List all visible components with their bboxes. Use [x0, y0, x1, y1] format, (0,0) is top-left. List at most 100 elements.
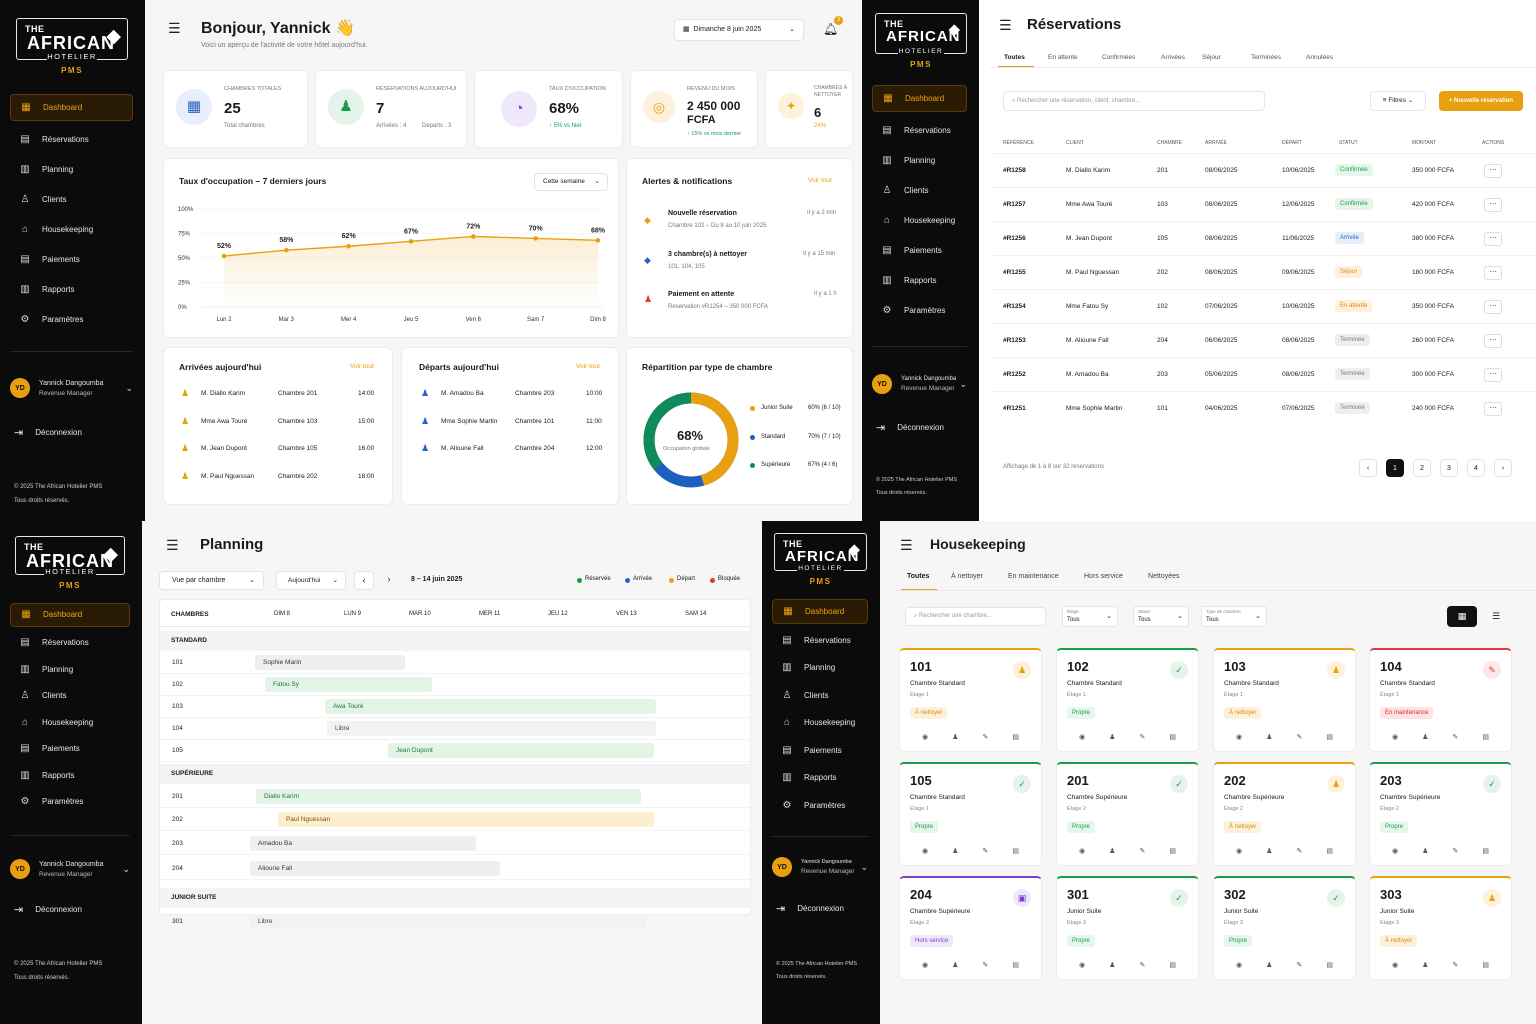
sidebar-item-parametres[interactable]: ⚙ Paramètres	[10, 304, 133, 334]
table-row[interactable]: #R1251 Mme Sophie Martin 101 04/06/2025 07/0…	[990, 391, 1536, 425]
arrivals-row[interactable]: ♟ M. Jean Dupont Chambre 105 16:00	[164, 443, 392, 463]
more-actions-button[interactable]: ···	[1484, 300, 1502, 314]
reservation-bar[interactable]: Sophie Marin	[255, 655, 405, 670]
sidebar-item-reservations[interactable]: ▤ Réservations	[872, 115, 967, 145]
sidebar-item-clients[interactable]: ♙ Clients	[772, 682, 868, 710]
more-actions-button[interactable]: ···	[1484, 232, 1502, 246]
reservation-bar[interactable]: Diallo Karim	[256, 789, 641, 804]
tab-0[interactable]: Toutes	[1004, 54, 1025, 61]
assign-icon[interactable]: ♟	[952, 848, 959, 855]
tab-4[interactable]: Nettoyées	[1148, 573, 1180, 580]
history-icon[interactable]: ▤	[1482, 962, 1489, 969]
history-icon[interactable]: ▤	[1169, 962, 1176, 969]
sidebar-item-housekeeping[interactable]: ⌂ Housekeeping	[10, 709, 130, 736]
sidebar-item-rapports[interactable]: ▥ Rapports	[872, 265, 967, 295]
today-select[interactable]: Aujourd'hui ⌄	[276, 571, 346, 590]
tab-6[interactable]: Annulées	[1306, 54, 1334, 61]
edit-icon[interactable]: ✎	[1452, 848, 1459, 855]
assign-icon[interactable]: ♟	[1266, 734, 1273, 741]
assign-icon[interactable]: ♟	[1422, 962, 1429, 969]
reservation-search-input[interactable]: ⌕ Rechercher une réservation, client, ch…	[1003, 91, 1265, 111]
arrivals-row[interactable]: ♟ M. Paul Nguessan Chambre 202 18:00	[164, 471, 392, 491]
reservation-bar[interactable]: Awa Touré	[325, 699, 656, 714]
user-menu[interactable]: YD Yannick Dangoumba Revenue Manager ⌄	[872, 374, 967, 394]
sidebar-item-paiements[interactable]: ▤ Paiements	[10, 736, 130, 763]
arrivals-view-all-link[interactable]: Voir tout	[350, 363, 374, 370]
history-icon[interactable]: ▤	[1169, 848, 1176, 855]
more-actions-button[interactable]: ···	[1484, 198, 1502, 212]
user-menu[interactable]: YD Yannick Dangoumba Revenue Manager ⌄	[10, 378, 133, 398]
view-icon[interactable]: ◉	[1236, 962, 1243, 969]
view-icon[interactable]: ◉	[1079, 962, 1086, 969]
more-actions-button[interactable]: ···	[1484, 402, 1502, 416]
grid-view-button[interactable]: ▦	[1447, 606, 1477, 627]
sidebar-item-parametres[interactable]: ⚙ Paramètres	[10, 789, 130, 816]
sidebar-item-housekeeping[interactable]: ⌂ Housekeeping	[872, 205, 967, 235]
assign-icon[interactable]: ♟	[1266, 962, 1273, 969]
view-icon[interactable]: ◉	[1079, 848, 1086, 855]
sidebar-item-rapports[interactable]: ▥ Rapports	[10, 762, 130, 789]
page-1-button[interactable]: 1	[1386, 459, 1404, 477]
assign-icon[interactable]: ♟	[1422, 734, 1429, 741]
sidebar-item-parametres[interactable]: ⚙ Paramètres	[772, 792, 868, 820]
departures-row[interactable]: ♟ M. Alioune Fall Chambre 204 12:00	[402, 443, 618, 463]
tab-3[interactable]: Arrivées	[1161, 54, 1185, 61]
more-actions-button[interactable]: ···	[1484, 334, 1502, 348]
edit-icon[interactable]: ✎	[1296, 848, 1303, 855]
table-row[interactable]: #R1257 Mme Awa Touré 103 08/06/2025 12/06/20…	[990, 187, 1536, 221]
sidebar-item-housekeeping[interactable]: ⌂ Housekeeping	[10, 214, 133, 244]
arrivals-row[interactable]: ♟ M. Diallo Karim Chambre 201 14:00	[164, 388, 392, 408]
next-page-button[interactable]: ›	[1494, 459, 1512, 477]
sidebar-item-paiements[interactable]: ▤ Paiements	[872, 235, 967, 265]
tab-1[interactable]: En attente	[1048, 54, 1078, 61]
logout-button[interactable]: ⇥ Déconnexion	[14, 427, 82, 439]
room-card-203[interactable]: 203 Chambre Supérieure Étage 2 Propre ✓ ◉ ♟ ✎ ▤	[1369, 762, 1512, 866]
sidebar-item-clients[interactable]: ♙ Clients	[872, 175, 967, 205]
sidebar-item-paiements[interactable]: ▤ Paiements	[10, 244, 133, 274]
sidebar-item-dashboard[interactable]: ▦ Dashboard	[872, 85, 967, 112]
prev-page-button[interactable]: ‹	[1359, 459, 1377, 477]
menu-icon[interactable]: ☰	[900, 537, 913, 553]
history-icon[interactable]: ▤	[1012, 848, 1019, 855]
view-icon[interactable]: ◉	[922, 848, 929, 855]
history-icon[interactable]: ▤	[1326, 848, 1333, 855]
edit-icon[interactable]: ✎	[1139, 734, 1146, 741]
room-card-302[interactable]: 302 Junior Suite Étage 3 Propre ✓ ◉ ♟ ✎ ▤	[1213, 876, 1356, 980]
assign-icon[interactable]: ♟	[1109, 734, 1116, 741]
more-actions-button[interactable]: ···	[1484, 164, 1502, 178]
assign-icon[interactable]: ♟	[952, 734, 959, 741]
tab-3[interactable]: Hors service	[1084, 573, 1123, 580]
view-icon[interactable]: ◉	[1392, 734, 1399, 741]
history-icon[interactable]: ▤	[1482, 734, 1489, 741]
room-card-204[interactable]: 204 Chambre Supérieure Étage 2 Hors service…	[899, 876, 1042, 980]
reservation-bar[interactable]: Jean Dupont	[388, 743, 654, 758]
date-picker[interactable]: ▦ Dimanche 8 juin 2025 ⌄	[674, 19, 804, 41]
room-card-105[interactable]: 105 Chambre Standard Étage 1 Propre ✓ ◉ ♟ ✎ ▤	[899, 762, 1042, 866]
room-card-103[interactable]: 103 Chambre Standard Étage 1 À nettoyer ♟ ◉ ♟ ✎…	[1213, 648, 1356, 752]
history-icon[interactable]: ▤	[1326, 962, 1333, 969]
table-row[interactable]: #R1255 M. Paul Nguessan 202 08/06/2025 09/06…	[990, 255, 1536, 289]
sidebar-item-dashboard[interactable]: ▦ Dashboard	[10, 603, 130, 627]
more-actions-button[interactable]: ···	[1484, 368, 1502, 382]
view-icon[interactable]: ◉	[1392, 848, 1399, 855]
sidebar-item-dashboard[interactable]: ▦ Dashboard	[10, 94, 133, 121]
reservation-bar[interactable]: Libre	[327, 721, 656, 736]
view-select[interactable]: Vue par chambre ⌄	[159, 571, 264, 590]
new-reservation-button[interactable]: + Nouvelle réservation	[1439, 91, 1523, 111]
history-icon[interactable]: ▤	[1012, 962, 1019, 969]
prev-week-button[interactable]: ‹	[354, 571, 374, 590]
departures-row[interactable]: ♟ Mme Sophie Martin Chambre 101 11:00	[402, 416, 618, 436]
departures-view-all-link[interactable]: Voir tout	[576, 363, 600, 370]
chart-period-select[interactable]: Cette semaine ⌄	[534, 173, 608, 191]
departures-row[interactable]: ♟ M. Amadou Ba Chambre 203 10:00	[402, 388, 618, 408]
next-week-button[interactable]: ›	[387, 574, 391, 584]
bell-icon[interactable]: 🔔︎	[823, 22, 839, 36]
edit-icon[interactable]: ✎	[982, 848, 989, 855]
tab-1[interactable]: À nettoyer	[951, 573, 983, 580]
logout-button[interactable]: ⇥ Déconnexion	[776, 903, 844, 915]
user-menu[interactable]: YD Yannick Dangoumba Revenue Manager ⌄	[772, 857, 868, 877]
sidebar-item-rapports[interactable]: ▥ Rapports	[772, 764, 868, 792]
reservation-bar[interactable]: Paul Nguessan	[278, 812, 654, 827]
menu-icon[interactable]: ☰	[168, 20, 181, 36]
